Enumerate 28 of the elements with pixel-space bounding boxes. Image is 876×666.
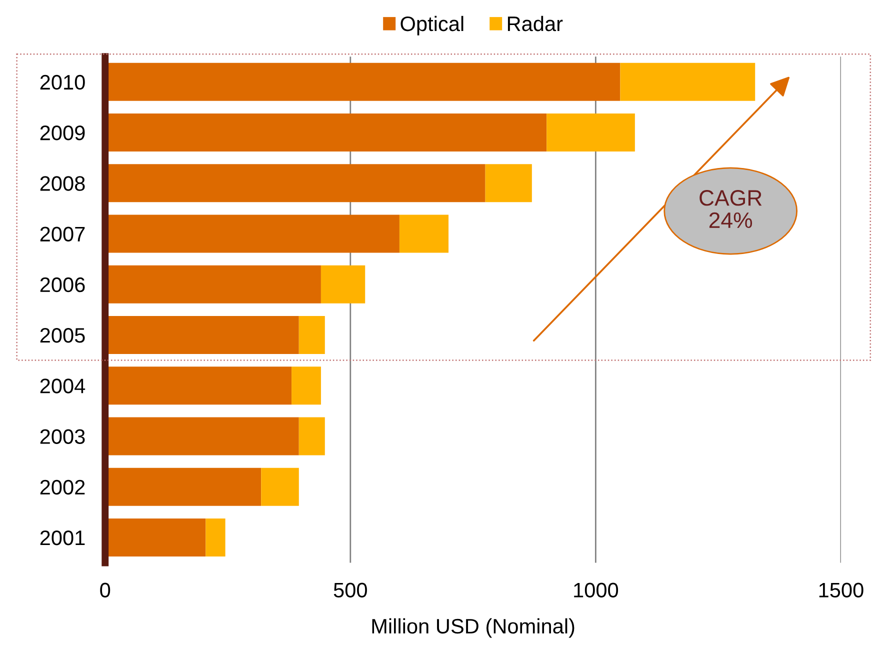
y-tick-label: 2006 [40, 277, 85, 292]
bar [399, 214, 449, 253]
bar [320, 265, 366, 304]
x-tick-label: 1500 [819, 582, 864, 598]
bar [620, 62, 756, 101]
legend-label: Optical [400, 16, 464, 36]
y-tick-label: 2004 [40, 378, 86, 394]
y-tick-label: 2007 [40, 226, 85, 242]
y-tick-label: 2002 [40, 480, 85, 495]
bar [261, 468, 299, 506]
bar [292, 366, 321, 405]
annotation: CAGR 24% [700, 190, 762, 228]
y-tick-label: 2008 [40, 176, 85, 191]
x-tick-label: 0 [100, 582, 110, 598]
y-tick-label: 2001 [40, 530, 85, 546]
x-tick-label: 1000 [574, 582, 618, 598]
y-tick-label: 2005 [40, 328, 85, 343]
bar [298, 316, 325, 354]
y-tick-label: 2009 [40, 126, 85, 140]
bar [206, 518, 226, 556]
bar [298, 417, 325, 456]
y-tick-label: 2010 [40, 74, 85, 90]
bar [485, 164, 532, 202]
x-axis-title: Million USD (Nominal) [372, 618, 574, 638]
y-tick-label: 2003 [40, 429, 85, 444]
bar [546, 114, 635, 152]
legend-label: Radar [508, 16, 563, 32]
x-tick-label: 500 [334, 582, 367, 598]
